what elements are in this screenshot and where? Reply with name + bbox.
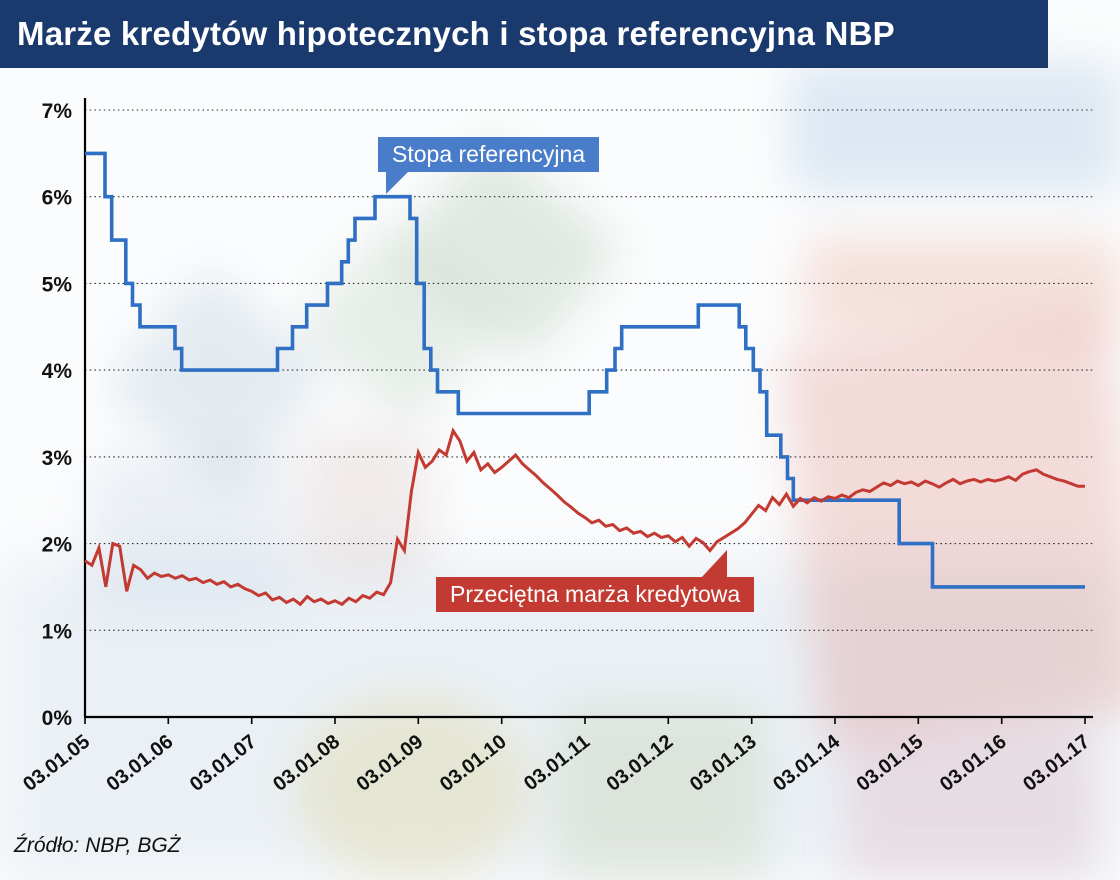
x-axis-tick-label: 03.01.05 — [19, 731, 94, 796]
y-axis-tick-label: 3% — [42, 447, 73, 470]
watermark-shape — [845, 725, 1095, 880]
source-note: Źródło: NBP, BGŻ — [14, 834, 181, 857]
y-axis-tick-label: 0% — [42, 707, 73, 730]
y-axis-tick-label: 7% — [42, 100, 73, 123]
x-axis-tick-label: 03.01.12 — [602, 731, 677, 796]
watermark-shape — [555, 705, 765, 880]
watermark-shape — [790, 62, 1120, 192]
series-label-reference-rate: Stopa referencyjna — [378, 137, 600, 172]
x-axis-tick-label: 03.01.09 — [352, 731, 427, 796]
y-axis-tick-label: 5% — [42, 273, 73, 296]
series-line-reference-rate — [85, 151, 1085, 589]
x-axis-tick-label: 03.01.14 — [769, 730, 845, 796]
series-label-credit-margin: Przeciętna marża kredytowa — [436, 577, 755, 612]
x-axis-tick-label: 03.01.16 — [936, 731, 1011, 796]
y-axis-tick-label: 1% — [42, 620, 73, 643]
x-axis-tick-label: 03.01.10 — [436, 731, 511, 796]
x-axis-tick-label: 03.01.08 — [269, 731, 344, 796]
x-axis-tick-label: 03.01.11 — [520, 731, 594, 796]
x-axis-tick-label: 03.01.06 — [102, 731, 177, 796]
x-axis-tick-label: 03.01.07 — [186, 731, 261, 796]
y-axis-tick-label: 2% — [42, 534, 73, 557]
watermark-shape — [805, 238, 1120, 333]
series-label-reference-rate-pointer-icon — [386, 171, 409, 194]
series-line-credit-margin — [84, 427, 1085, 607]
series-label-credit-margin-text: Przeciętna marża kredytowa — [450, 581, 741, 607]
y-axis-tick-label: 4% — [42, 360, 73, 383]
series-label-credit-margin-pointer-icon — [701, 550, 727, 578]
watermark-shape — [0, 560, 1120, 880]
x-axis-tick-label: 03.01.15 — [852, 731, 927, 796]
y-axis-tick-label: 6% — [42, 187, 73, 210]
x-axis-tick-label: 03.01.13 — [686, 731, 761, 796]
x-axis-tick-label: 03.01.17 — [1019, 731, 1094, 796]
watermark-shape — [295, 695, 530, 880]
title-bar: Marże kredytów hipotecznych i stopa refe… — [0, 0, 1048, 68]
series-label-reference-rate-text: Stopa referencyjna — [392, 141, 586, 167]
page-title: Marże kredytów hipotecznych i stopa refe… — [17, 15, 895, 52]
